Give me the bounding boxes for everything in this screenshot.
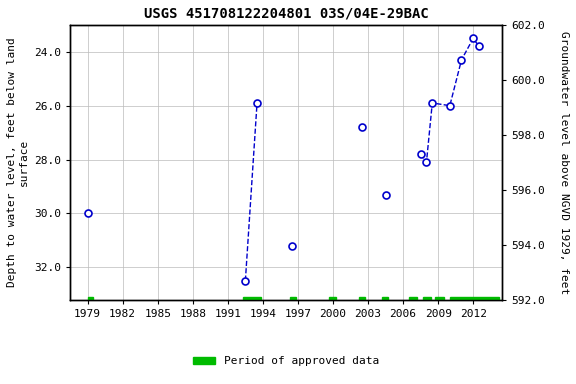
Bar — [359, 297, 365, 305]
Bar — [88, 297, 93, 305]
Title: USGS 451708122204801 03S/04E-29BAC: USGS 451708122204801 03S/04E-29BAC — [144, 7, 429, 21]
Bar — [423, 297, 431, 305]
Bar — [382, 297, 388, 305]
Legend: Period of approved data: Period of approved data — [188, 352, 384, 371]
Bar — [409, 297, 417, 305]
Bar — [450, 297, 499, 305]
Y-axis label: Depth to water level, feet below land
surface: Depth to water level, feet below land su… — [7, 37, 29, 287]
Bar — [243, 297, 260, 305]
Y-axis label: Groundwater level above NGVD 1929, feet: Groundwater level above NGVD 1929, feet — [559, 31, 569, 294]
Bar — [329, 297, 336, 305]
Bar — [290, 297, 295, 305]
Bar — [435, 297, 444, 305]
